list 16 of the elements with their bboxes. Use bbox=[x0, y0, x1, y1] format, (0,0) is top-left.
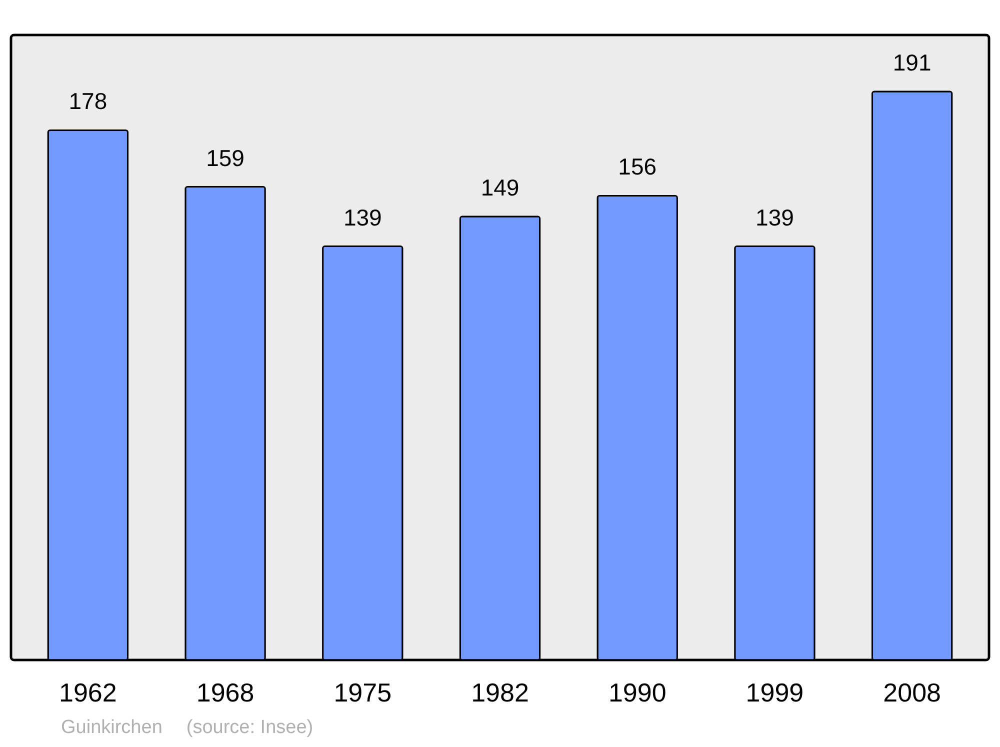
x-tick-label: 1999 bbox=[746, 678, 804, 708]
x-tick-label: 2008 bbox=[883, 678, 941, 708]
x-tick-label: 1962 bbox=[59, 678, 117, 708]
data-label: 139 bbox=[343, 204, 382, 230]
x-tick-label: 1975 bbox=[334, 678, 392, 708]
x-tick-label: 1968 bbox=[196, 678, 254, 708]
data-label: 139 bbox=[756, 204, 794, 230]
data-label: 156 bbox=[618, 154, 657, 180]
data-label: 159 bbox=[206, 144, 244, 171]
text: (source: Insee) bbox=[186, 717, 314, 738]
data-label: 149 bbox=[480, 174, 520, 201]
text: Guinkirchen bbox=[61, 717, 162, 738]
data-label: 178 bbox=[68, 88, 108, 114]
x-tick-label: 1990 bbox=[608, 678, 666, 708]
x-tick-label: 1982 bbox=[471, 678, 529, 708]
data-label: 191 bbox=[892, 50, 932, 76]
